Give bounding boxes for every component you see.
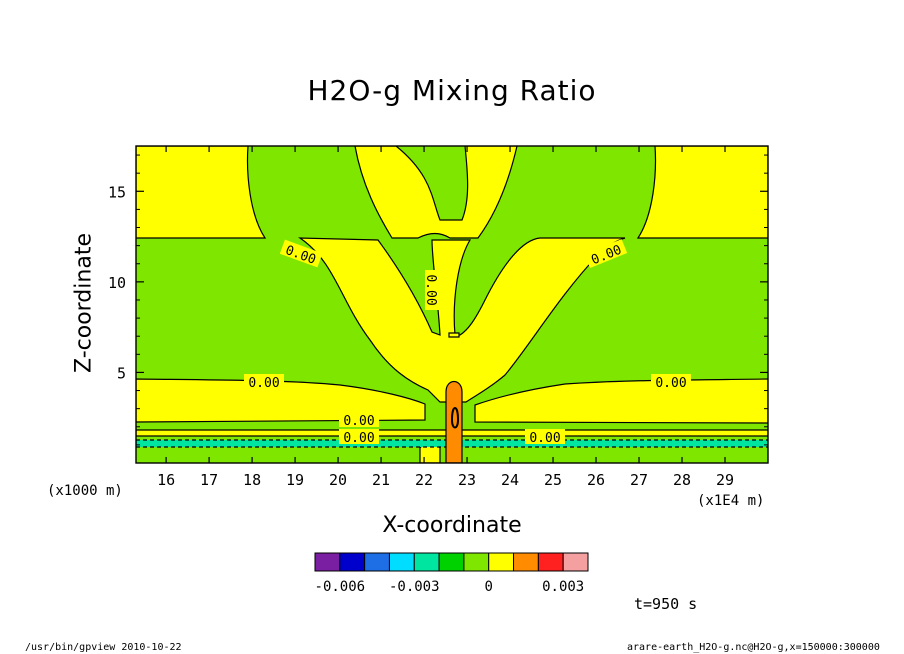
time-label: t=950 s [634,595,698,613]
colorbar-tick-label: -0.003 [389,579,440,595]
contour-fill-group [136,146,768,463]
contour-label-bg [425,270,440,310]
colorbar-swatch [388,552,415,572]
x-tick-label: 20 [329,471,347,489]
region-center-top [354,146,518,239]
contour-label: 0.00 [343,414,374,429]
x-tick-label: 19 [286,471,304,489]
region-upper-left [136,146,267,239]
colorbar-tick-label: 0 [485,579,493,595]
region-lower-left-band [136,378,426,423]
footer-right: arare-earth_H2O-g.nc@H2O-g,x=150000:3000… [627,642,880,653]
region-upper-right [636,146,768,239]
contour-label-bg [584,239,628,268]
plume-core [450,407,460,429]
contour-label-bg [339,429,379,444]
x-tick-label: 27 [630,471,648,489]
colorbar-swatch [537,552,564,572]
chart-title: H2O-g Mixing Ratio [307,74,597,107]
contour-label: 0.00 [343,431,374,446]
colorbar-swatch [364,552,390,572]
y-tick-label: 15 [108,183,126,201]
x-tick-label: 28 [673,471,691,489]
footer-left: /usr/bin/gpview 2010-10-22 [25,642,182,653]
y-tick-label: 5 [117,364,126,382]
small-cell [448,332,460,338]
colorbar-swatch [438,552,465,572]
colorbar-swatch [413,552,440,572]
colorbar-swatch [463,552,490,572]
plot-frame [135,145,769,464]
x-tick-label: 25 [544,471,562,489]
x-unit-label: (x1E4 m) [697,493,765,509]
x-tick-label: 22 [415,471,433,489]
x-tick-label: 18 [243,471,261,489]
contour-label: 0.00 [655,376,686,391]
contour-label: 0.00 [529,431,560,446]
contour-label-bg [525,429,565,444]
colorbar-swatch [314,552,341,572]
x-tick-label: 24 [501,471,519,489]
colorbar-swatch [488,552,515,572]
y-unit-label: (x1000 m) [47,483,123,499]
x-tick-label: 17 [200,471,218,489]
colorbar-swatch [339,552,366,572]
x-axis-label: X-coordinate [382,513,522,538]
region-lower-right-band [474,378,768,424]
contour-label-bg [279,239,323,268]
x-tick-label: 21 [372,471,390,489]
x-tick-label: 16 [157,471,175,489]
contour-label: 0.00 [248,376,279,391]
y-axis-label: Z-coordinate [71,233,97,373]
contour-label-bg [651,374,691,389]
x-tick-label: 29 [716,471,734,489]
y-tick-label: 10 [108,274,126,292]
contour-label: 0.00 [423,274,438,305]
x-tick-label: 26 [587,471,605,489]
x-tick-label: 23 [458,471,476,489]
contour-label-bg [244,374,284,389]
colorbar-tick-label: -0.006 [315,579,366,595]
colorbar-tick-label: 0.003 [542,579,584,595]
colorbar-swatch [562,552,589,572]
contour-label-bg [339,412,379,427]
colorbar-swatch [513,552,539,572]
